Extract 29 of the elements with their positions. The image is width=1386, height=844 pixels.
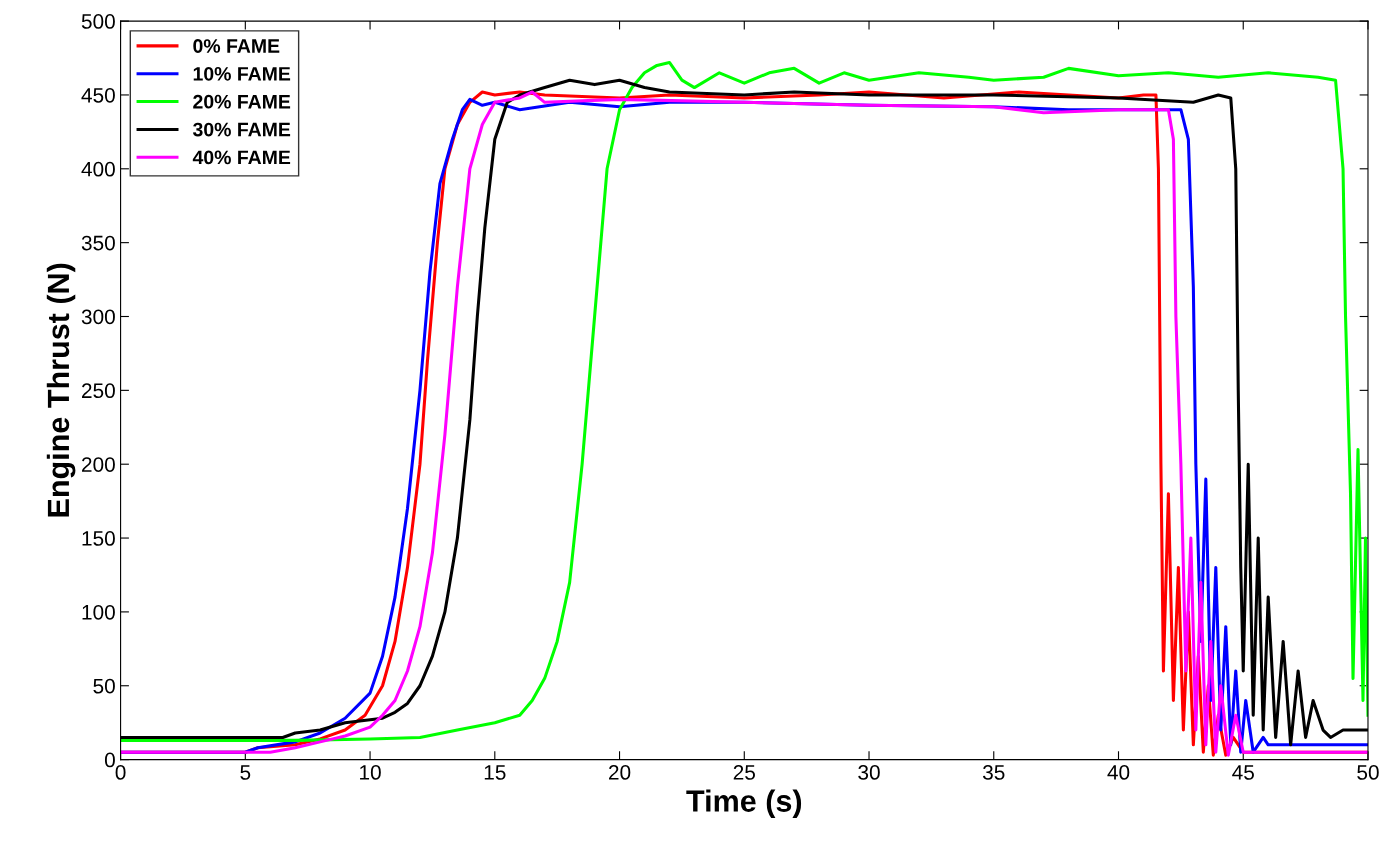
y-tick-label: 50 <box>93 678 115 694</box>
y-tick-label: 400 <box>81 161 115 177</box>
y-tick-label: 0 <box>104 752 115 768</box>
x-tick-label: 10 <box>360 765 381 780</box>
x-tick-label: 5 <box>240 765 251 780</box>
y-tick-label: 300 <box>81 309 115 325</box>
x-tick-label: 25 <box>733 765 755 780</box>
legend-label: 10% FAME <box>193 66 291 81</box>
x-tick-label: 15 <box>484 765 506 780</box>
y-tick-label: 250 <box>82 383 115 399</box>
legend-label: 0% FAME <box>193 39 280 53</box>
legend-label: 20% FAME <box>193 94 291 109</box>
y-tick-label: 150 <box>82 531 115 546</box>
x-tick-label: 35 <box>982 765 1005 780</box>
y-axis-title: Engine Thrust (N) <box>46 263 76 517</box>
x-axis-title: Time (s) <box>686 789 802 818</box>
y-tick-label: 200 <box>82 457 115 472</box>
x-tick-label: 50 <box>1357 765 1379 780</box>
x-tick-label: 30 <box>858 765 880 780</box>
y-tick-label: 100 <box>82 604 115 620</box>
y-tick-label: 450 <box>81 87 115 103</box>
legend-label: 30% FAME <box>192 122 291 137</box>
x-tick-label: 20 <box>609 765 631 780</box>
x-tick-label: 40 <box>1107 765 1130 780</box>
x-tick-label: 45 <box>1232 765 1254 780</box>
legend-label: 40% FAME <box>192 150 291 165</box>
y-tick-label: 500 <box>81 14 115 29</box>
y-tick-label: 350 <box>81 235 115 251</box>
x-tick-label: 0 <box>115 765 126 780</box>
